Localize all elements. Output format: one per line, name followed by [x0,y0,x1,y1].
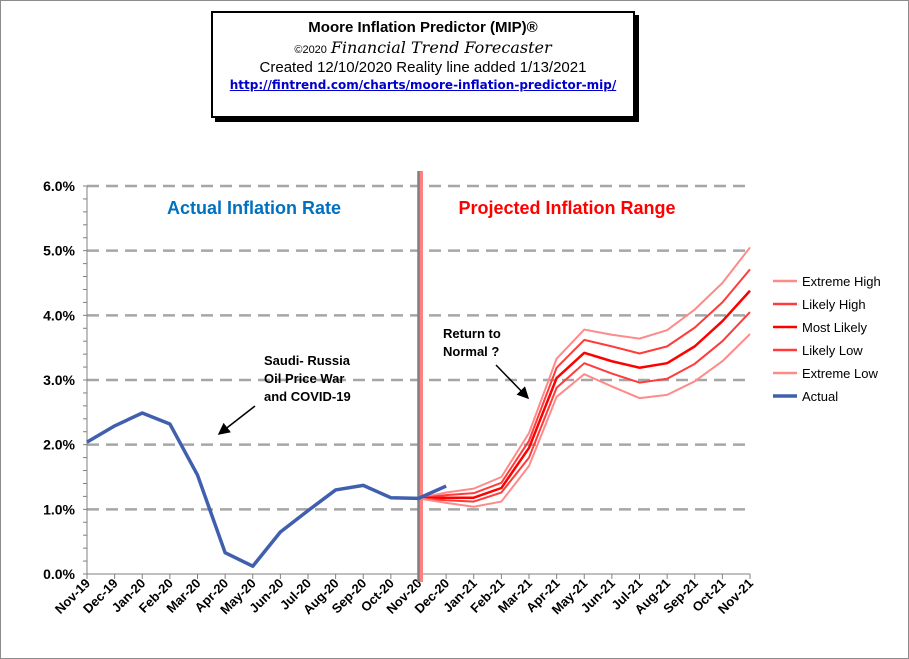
created-line: Created 12/10/2020 Reality line added 1/… [259,59,587,76]
series-line-likely-low [418,311,751,503]
series-line-extreme-high [418,246,751,500]
section-label-projected: Projected Inflation Range [458,198,675,218]
annotation-arrow [217,405,256,435]
annotation-arrow [495,364,530,400]
legend-label: Likely High [802,297,866,312]
annotation-text: and COVID-19 [264,389,351,404]
section-label-actual: Actual Inflation Rate [167,198,341,218]
legend-label: Actual [802,389,838,404]
y-tick-label: 3.0% [43,372,75,388]
y-tick-label: 6.0% [43,178,75,194]
y-tick-label: 2.0% [43,437,75,453]
y-tick-label: 4.0% [43,307,75,323]
publisher-line: ©2020 Financial Trend Forecaster [213,38,633,57]
source-link[interactable]: http://fintrend.com/charts/moore-inflati… [229,78,617,92]
series-line-extreme-low [418,333,751,508]
legend-label: Likely Low [802,343,863,358]
legend-label: Extreme Low [802,366,878,381]
copyright: ©2020 [294,44,327,56]
legend-label: Extreme High [802,274,881,289]
chart-title: Moore Inflation Predictor (MIP)® [308,19,538,36]
annotation-text: Normal ? [443,344,499,359]
annotation-text: Oil Price War [264,371,344,386]
y-tick-label: 0.0% [43,566,75,582]
series-line-most-likely [418,289,751,500]
annotation-text: Saudi- Russia [264,353,351,368]
legend-label: Most Likely [802,320,868,335]
annotation-text: Return to [443,326,501,341]
series-line-actual [86,411,447,568]
title-box: Moore Inflation Predictor (MIP)® ©2020 F… [211,11,635,118]
series-line-likely-high [418,268,751,500]
y-tick-label: 1.0% [43,501,75,517]
publisher: Financial Trend Forecaster [330,38,552,57]
y-tick-label: 5.0% [43,243,75,259]
